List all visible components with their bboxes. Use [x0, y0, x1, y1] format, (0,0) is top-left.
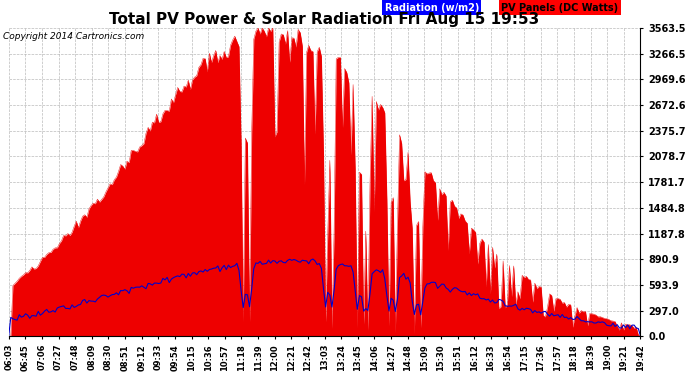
Text: PV Panels (DC Watts): PV Panels (DC Watts): [502, 3, 618, 13]
Title: Total PV Power & Solar Radiation Fri Aug 15 19:53: Total PV Power & Solar Radiation Fri Aug…: [110, 12, 540, 27]
Text: Copyright 2014 Cartronics.com: Copyright 2014 Cartronics.com: [3, 32, 145, 41]
Text: Radiation (w/m2): Radiation (w/m2): [384, 3, 479, 13]
